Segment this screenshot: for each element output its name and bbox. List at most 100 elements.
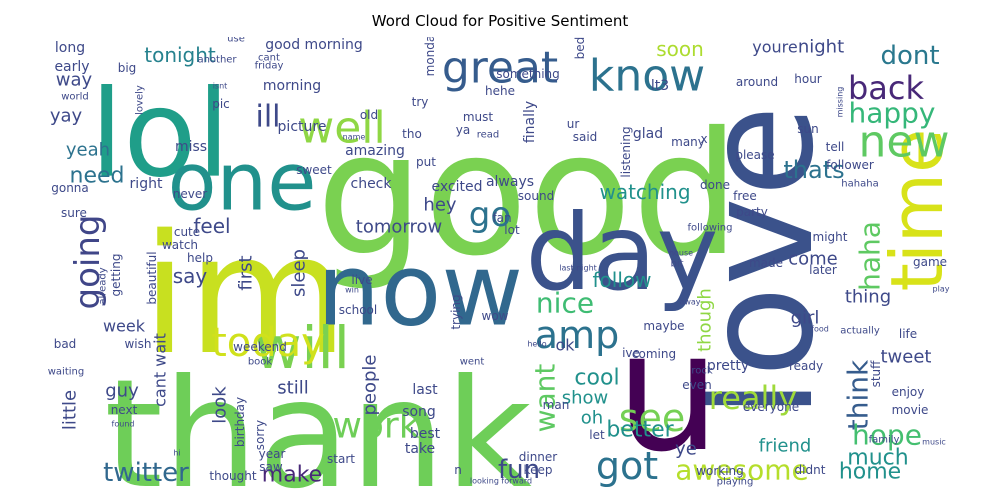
- word-must: must: [463, 110, 494, 124]
- word-man: man: [543, 398, 570, 412]
- word-finally: finally: [522, 101, 538, 143]
- word-cute: cute: [174, 225, 200, 239]
- word-look: look: [210, 386, 231, 424]
- word-party: party: [736, 205, 768, 219]
- word-amp: amp: [535, 313, 619, 357]
- word-early: early: [54, 59, 89, 75]
- word-read: read: [477, 130, 500, 141]
- word-happy: happy: [848, 97, 935, 130]
- word-school: school: [339, 303, 377, 317]
- word-wow: wow: [482, 309, 509, 323]
- word-miss: miss: [175, 139, 207, 155]
- word-help: help: [187, 251, 213, 265]
- word-long: long: [55, 40, 85, 56]
- word-following: following: [688, 223, 733, 234]
- word-right: right: [130, 176, 163, 192]
- word-hope: hope: [852, 419, 922, 452]
- word-hour: hour: [794, 72, 822, 86]
- word-nice: nice: [536, 287, 594, 320]
- word-sweet: sweet: [296, 163, 332, 177]
- word-movie: movie: [892, 403, 929, 417]
- word-take: take: [405, 441, 435, 457]
- word-sound: sound: [518, 189, 554, 203]
- word-yeah: yeah: [66, 140, 110, 161]
- word-go: go: [469, 195, 511, 235]
- word-sorry: sorry: [253, 420, 267, 450]
- word-ready: ready: [789, 359, 823, 373]
- word-check: check: [351, 176, 393, 192]
- word-last-night: last night: [559, 264, 597, 273]
- word-rock: rock: [691, 366, 713, 377]
- word-soon: soon: [656, 37, 704, 61]
- word-looking-forward: looking forward: [470, 477, 532, 486]
- word-night: night: [798, 37, 844, 58]
- word-thing: thing: [845, 287, 891, 308]
- word-one: one: [168, 136, 317, 229]
- word-hello: hello: [527, 340, 546, 349]
- word-isnt: isnt: [213, 82, 228, 91]
- word-good-morning: good morning: [265, 37, 363, 53]
- word-little: little: [60, 390, 81, 430]
- word-say: say: [173, 264, 208, 288]
- word-something: something: [496, 67, 560, 81]
- word-thank: thank: [104, 348, 532, 495]
- word-monday: monday: [423, 37, 437, 76]
- word-x: x: [700, 132, 707, 146]
- word-ur: ur: [567, 117, 580, 131]
- word-show: show: [562, 388, 609, 409]
- word-live: live: [351, 273, 372, 287]
- word-fun: fun: [498, 455, 540, 485]
- word-ya: ya: [456, 123, 470, 137]
- word-bit: bit: [670, 259, 683, 270]
- word-year: year: [259, 447, 286, 461]
- word-might: might: [813, 230, 848, 244]
- word-sun: sun: [797, 122, 818, 136]
- word-week: week: [103, 317, 146, 336]
- word-keep: keep: [524, 463, 553, 477]
- word-stuff: stuff: [869, 360, 883, 388]
- word-cant: cant: [258, 53, 280, 64]
- word-think: think: [842, 359, 875, 430]
- word-bad: bad: [54, 337, 77, 351]
- word-going: going: [68, 215, 108, 310]
- word-now: now: [317, 232, 523, 349]
- word-time: time: [875, 129, 959, 292]
- word-twitter: twitter: [103, 458, 189, 488]
- word-weekend: weekend: [233, 340, 287, 354]
- word-morning: morning: [263, 78, 321, 94]
- word-always: always: [486, 174, 534, 190]
- word-really: really: [709, 379, 797, 417]
- word-many: many: [671, 135, 705, 149]
- word-tweet: tweet: [881, 347, 932, 368]
- word-coming: coming: [632, 347, 676, 361]
- word-last: last: [412, 382, 438, 398]
- word-family: family: [869, 435, 900, 446]
- word-music: music: [922, 438, 946, 447]
- word-still: still: [277, 378, 308, 399]
- word-awesome: awesome: [675, 454, 809, 487]
- word-went: went: [460, 357, 485, 368]
- word-day: day: [525, 192, 718, 314]
- word-thought: thought: [209, 469, 256, 483]
- word-sleep: sleep: [289, 249, 310, 297]
- word-follower: follower: [826, 158, 874, 172]
- word-glad: glad: [633, 126, 663, 142]
- word-done: done: [700, 178, 730, 192]
- word-tomorrow: tomorrow: [356, 217, 442, 238]
- word-tho: tho: [402, 127, 422, 141]
- word-cloud-frame: good im thank love u lol day now one time will well…: [40, 37, 960, 495]
- word-old: old: [360, 108, 378, 122]
- word-dinner: dinner: [519, 450, 558, 464]
- word-play: play: [933, 285, 950, 294]
- word-first: first: [236, 255, 257, 290]
- word-n: n: [454, 463, 462, 477]
- word-way: way: [56, 70, 93, 91]
- word-tell: tell: [826, 140, 845, 154]
- word-said: said: [573, 130, 598, 144]
- word-enjoy: enjoy: [892, 385, 925, 399]
- word-free: free: [733, 189, 757, 203]
- word-hehe: hehe: [485, 84, 515, 98]
- word-beautiful: beautiful: [145, 251, 159, 304]
- word-saw: saw: [259, 460, 283, 474]
